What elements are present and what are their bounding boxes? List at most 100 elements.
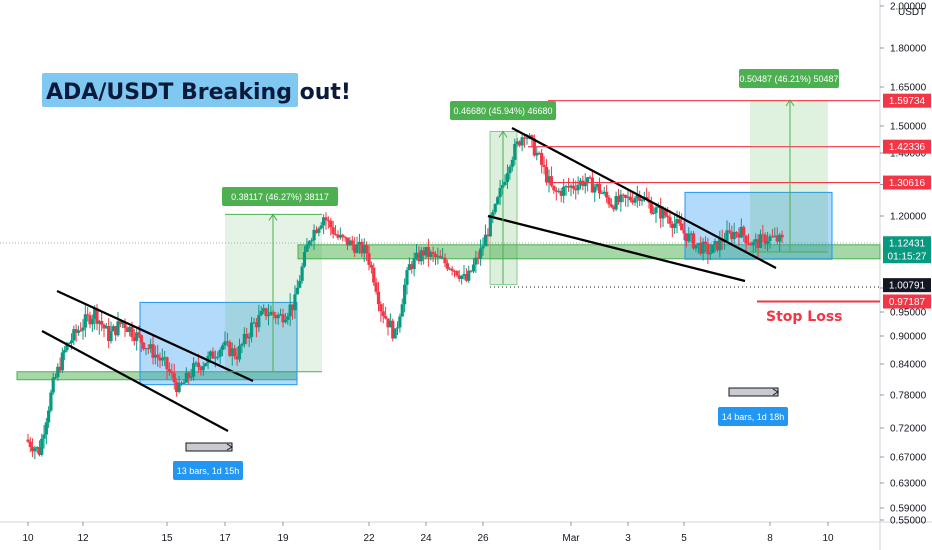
measure-label-1: 0.38117 (46.27%) 38117 bbox=[231, 192, 329, 202]
candle-body bbox=[770, 236, 775, 238]
price-marker-bg bbox=[883, 294, 931, 309]
support-band-upper bbox=[297, 244, 881, 260]
candle-body bbox=[414, 252, 419, 259]
candle-body bbox=[33, 448, 37, 452]
candle-body bbox=[302, 251, 307, 267]
candle-body bbox=[403, 284, 407, 305]
candle-body bbox=[259, 311, 263, 316]
candle-body bbox=[621, 194, 625, 196]
candle-body bbox=[742, 226, 746, 236]
candle-body bbox=[121, 321, 125, 325]
candle-body bbox=[515, 141, 519, 145]
candle-body bbox=[689, 233, 693, 235]
candle-body bbox=[424, 246, 428, 256]
stop-loss-label: Stop Loss bbox=[766, 309, 843, 325]
candle-body bbox=[63, 350, 67, 353]
candle-body bbox=[372, 267, 376, 283]
candle-body bbox=[79, 330, 83, 332]
candle-body bbox=[614, 196, 618, 210]
candle-body bbox=[718, 238, 722, 251]
candle-body bbox=[426, 246, 430, 257]
candle-body bbox=[520, 137, 524, 146]
candle-body bbox=[149, 344, 153, 349]
candle-body bbox=[525, 137, 529, 139]
candle-body bbox=[696, 243, 700, 245]
candle-body bbox=[374, 282, 378, 292]
candle-body bbox=[30, 447, 35, 452]
candle-body bbox=[213, 357, 217, 359]
candle-body bbox=[307, 241, 311, 246]
candle-body bbox=[362, 245, 366, 254]
candle-body bbox=[684, 233, 688, 242]
candle-body bbox=[564, 185, 568, 187]
candle-body bbox=[88, 315, 92, 325]
candle-body bbox=[81, 327, 85, 331]
candle-body bbox=[455, 270, 459, 276]
candle-body bbox=[333, 233, 338, 235]
y-tick-label: 0.55000 bbox=[890, 516, 927, 527]
y-tick-label: 0.67000 bbox=[890, 453, 927, 464]
candle-body bbox=[450, 268, 454, 271]
bars-range-2 bbox=[728, 387, 779, 397]
candle-body bbox=[417, 252, 421, 262]
candle-body bbox=[616, 196, 621, 203]
candle-body bbox=[331, 227, 335, 234]
candle-body bbox=[288, 304, 292, 317]
candle-body bbox=[766, 241, 770, 244]
candle-body bbox=[654, 207, 658, 213]
candle-body bbox=[552, 185, 556, 191]
measure-label-3-bg bbox=[739, 69, 839, 88]
candle-body bbox=[367, 253, 371, 265]
candle-body bbox=[559, 190, 563, 196]
candle-body bbox=[547, 176, 551, 183]
measure-label-2: 0.46680 (45.94%) 46680 bbox=[453, 106, 552, 116]
candle-body bbox=[431, 252, 435, 255]
price-marker: 1.00791 bbox=[889, 281, 926, 292]
x-tick-label: 12 bbox=[77, 533, 89, 544]
candle-body bbox=[590, 177, 594, 193]
candle-body bbox=[322, 217, 326, 226]
candle-body bbox=[37, 447, 42, 455]
bars-label-2: 14 bars, 1d 18h bbox=[722, 412, 785, 422]
price-marker: 0.97187 bbox=[889, 297, 926, 308]
candle-body bbox=[675, 219, 679, 224]
candle-body bbox=[530, 135, 534, 139]
price-marker-bg bbox=[883, 175, 931, 190]
candle-body bbox=[286, 316, 290, 320]
candle-body bbox=[35, 447, 39, 449]
candle-body bbox=[184, 372, 188, 383]
candle-body bbox=[677, 219, 681, 224]
measure-arrow-3-head bbox=[785, 99, 795, 107]
candle-body bbox=[670, 223, 674, 229]
candle-body bbox=[586, 177, 590, 183]
y-tick-label: 1.80000 bbox=[890, 44, 927, 55]
candle-body bbox=[252, 322, 256, 324]
candle-body bbox=[605, 191, 609, 198]
candle-body bbox=[661, 209, 665, 219]
candle-body bbox=[111, 326, 115, 332]
candle-body bbox=[583, 182, 587, 187]
candle-body bbox=[49, 392, 53, 411]
bars-label-2-bg bbox=[718, 407, 788, 426]
candle-body bbox=[100, 320, 104, 325]
candle-body bbox=[626, 196, 630, 198]
measure-label-3: 0.50487 (46.21%) 50487 bbox=[739, 74, 838, 84]
price-markers: 1.59734 1.42336 1.30616 1.12431 01:15:27 1.00… bbox=[883, 93, 931, 309]
candle-body bbox=[102, 324, 106, 329]
x-axis: 10 12 15 17 19 22 24 26 Mar 3 5 8 10 bbox=[22, 522, 834, 544]
candle-body bbox=[151, 344, 155, 358]
candle-body bbox=[42, 434, 46, 439]
candle-body bbox=[780, 234, 784, 238]
measure-label-1-bg bbox=[222, 187, 338, 206]
candle-body bbox=[438, 255, 442, 258]
candle-body bbox=[90, 318, 94, 325]
candle-body bbox=[116, 321, 120, 336]
x-tick-label: 26 bbox=[477, 533, 489, 544]
candle-body bbox=[393, 328, 397, 339]
candle-body bbox=[483, 234, 488, 247]
trendline-lower-1 bbox=[41, 330, 229, 432]
y-tick-label: 0.78000 bbox=[890, 391, 927, 402]
candle-body bbox=[189, 376, 193, 378]
candle-body bbox=[462, 273, 466, 276]
candle-body bbox=[635, 194, 639, 199]
